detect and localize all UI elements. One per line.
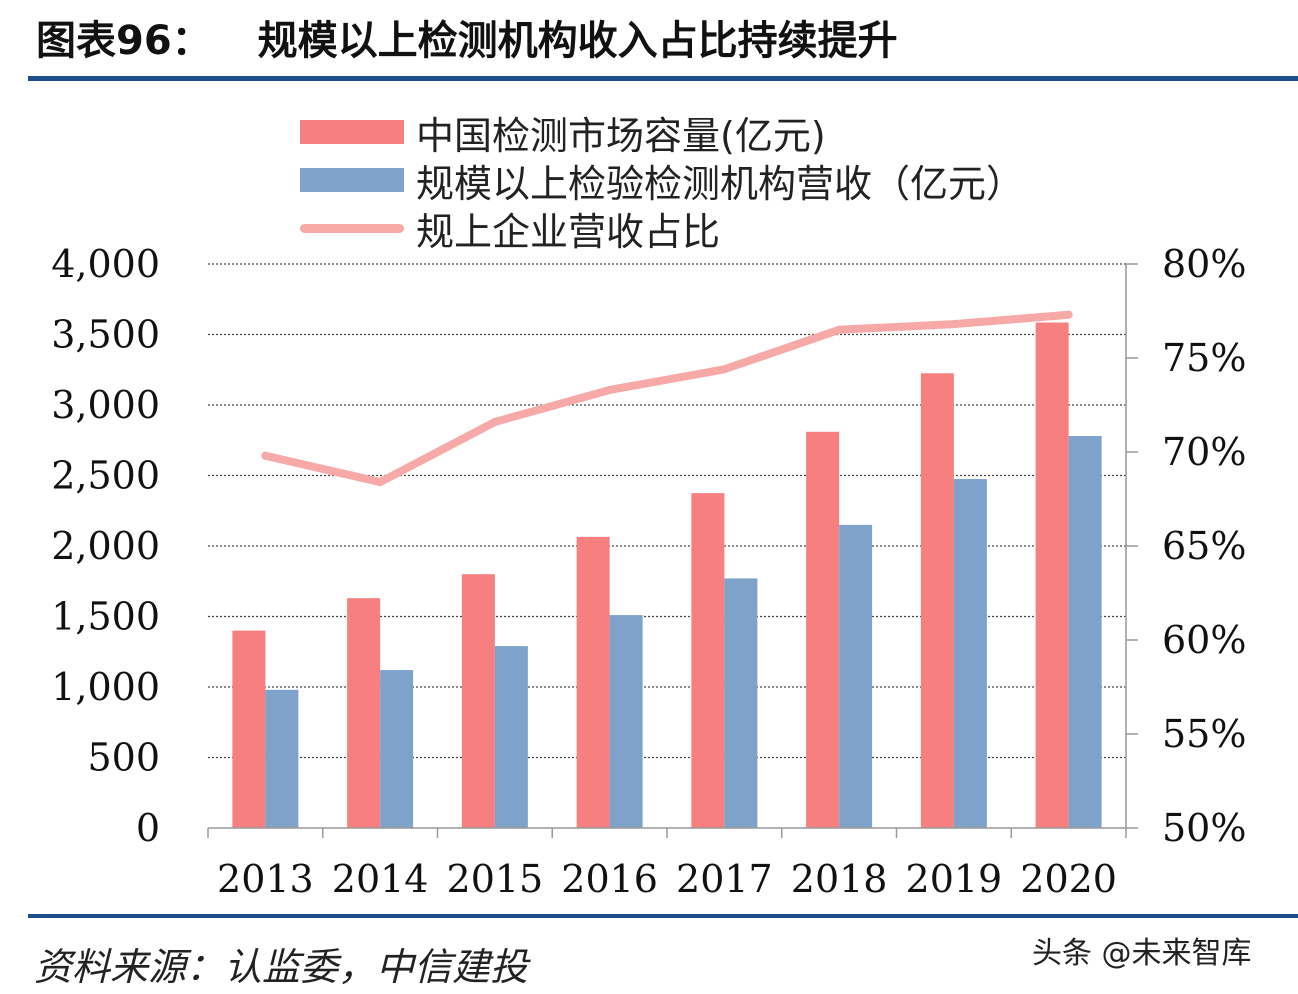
- line-point-2020: [1064, 310, 1073, 319]
- legend-swatch-revenue: [300, 168, 404, 192]
- bar-market-2020: [1035, 322, 1069, 828]
- y-left-tick-label: 2,500: [51, 454, 160, 498]
- bar-market-2016: [576, 536, 610, 828]
- line-point-2019: [949, 320, 958, 329]
- watermark: 头条 @未来智库: [1032, 936, 1252, 971]
- x-tick-label: 2015: [447, 857, 544, 901]
- y-left-tick-label: 0: [136, 806, 160, 850]
- legend-item-market: 中国检测市场容量(亿元): [300, 108, 1024, 158]
- legend-swatch-share: [300, 223, 404, 233]
- line-point-2015: [490, 417, 499, 426]
- x-tick-label: 2020: [1020, 857, 1117, 901]
- legend-label-share: 规上企业营收占比: [416, 209, 721, 254]
- legend-item-revenue: 规模以上检验检测机构营收（亿元）: [300, 156, 1024, 206]
- line-point-2013: [261, 451, 270, 460]
- y-right-tick-label: 75%: [1162, 336, 1246, 380]
- line-point-2014: [376, 478, 385, 487]
- chart-legend: 中国检测市场容量(亿元) 规模以上检验检测机构营收（亿元） 规上企业营收占比: [300, 108, 1024, 254]
- line-series: [261, 310, 1073, 487]
- legend-swatch-market: [300, 120, 404, 144]
- bar-revenue-2020: [1068, 436, 1102, 828]
- bar-series: [232, 322, 1102, 828]
- y-left-tick-label: 3,500: [51, 313, 160, 357]
- bar-revenue-2016: [609, 615, 643, 828]
- bar-market-2017: [691, 493, 725, 828]
- bar-market-2013: [232, 630, 266, 828]
- legend-item-share: 规上企业营收占比: [300, 204, 1024, 254]
- x-tick-label: 2013: [217, 857, 314, 901]
- y-left-tick-label: 3,000: [51, 383, 160, 427]
- top-rule: [28, 76, 1298, 81]
- bar-revenue-2015: [494, 646, 528, 828]
- line-share: [261, 310, 1073, 487]
- x-tick-label: 2014: [332, 857, 429, 901]
- y-left-tick-label: 2,000: [51, 524, 160, 568]
- bar-revenue-2019: [953, 479, 987, 828]
- y-right-tick-label: 70%: [1162, 430, 1246, 474]
- y-right-tick-label: 55%: [1162, 712, 1246, 756]
- line-point-2016: [605, 385, 614, 394]
- source-note: 资料来源：认监委，中信建投: [34, 945, 529, 989]
- x-tick-label: 2019: [906, 857, 1003, 901]
- bottom-rule: [28, 914, 1298, 918]
- line-point-2017: [720, 365, 729, 374]
- axes: [207, 263, 1138, 838]
- figure-label: 图表96：: [36, 18, 212, 64]
- bar-revenue-2018: [839, 524, 873, 828]
- figure-title: 图表96： 规模以上检测机构收入占比持续提升: [36, 8, 898, 66]
- y-left-tick-label: 500: [87, 736, 160, 780]
- x-tick-label: 2017: [676, 857, 773, 901]
- y-right-tick-label: 50%: [1162, 806, 1246, 850]
- x-tick-label: 2018: [791, 857, 888, 901]
- y-right-tick-label: 60%: [1162, 618, 1246, 662]
- bar-market-2018: [806, 431, 840, 828]
- y-right-tick-label: 65%: [1162, 524, 1246, 568]
- bar-revenue-2014: [380, 670, 414, 828]
- y-left-tick-label: 1,500: [51, 595, 160, 639]
- legend-label-market: 中国检测市场容量(亿元): [416, 113, 826, 158]
- bar-revenue-2013: [265, 689, 299, 828]
- chart-title: 规模以上检测机构收入占比持续提升: [257, 18, 898, 64]
- line-point-2018: [835, 325, 844, 334]
- bar-market-2019: [920, 373, 954, 828]
- gridlines: [208, 263, 1126, 759]
- bar-market-2014: [347, 598, 381, 828]
- y-left-tick-label: 4,000: [51, 242, 160, 286]
- x-tick-label: 2016: [561, 857, 658, 901]
- legend-label-revenue: 规模以上检验检测机构营收（亿元）: [416, 161, 1025, 206]
- bar-revenue-2017: [724, 578, 758, 828]
- tick-labels: 0 500 1,000 1,500 2,000 2,500 3,000 3,500 4,000 5…: [51, 242, 1246, 901]
- bar-market-2015: [461, 574, 495, 828]
- y-right-tick-label: 80%: [1162, 242, 1246, 286]
- y-left-tick-label: 1,000: [51, 665, 160, 709]
